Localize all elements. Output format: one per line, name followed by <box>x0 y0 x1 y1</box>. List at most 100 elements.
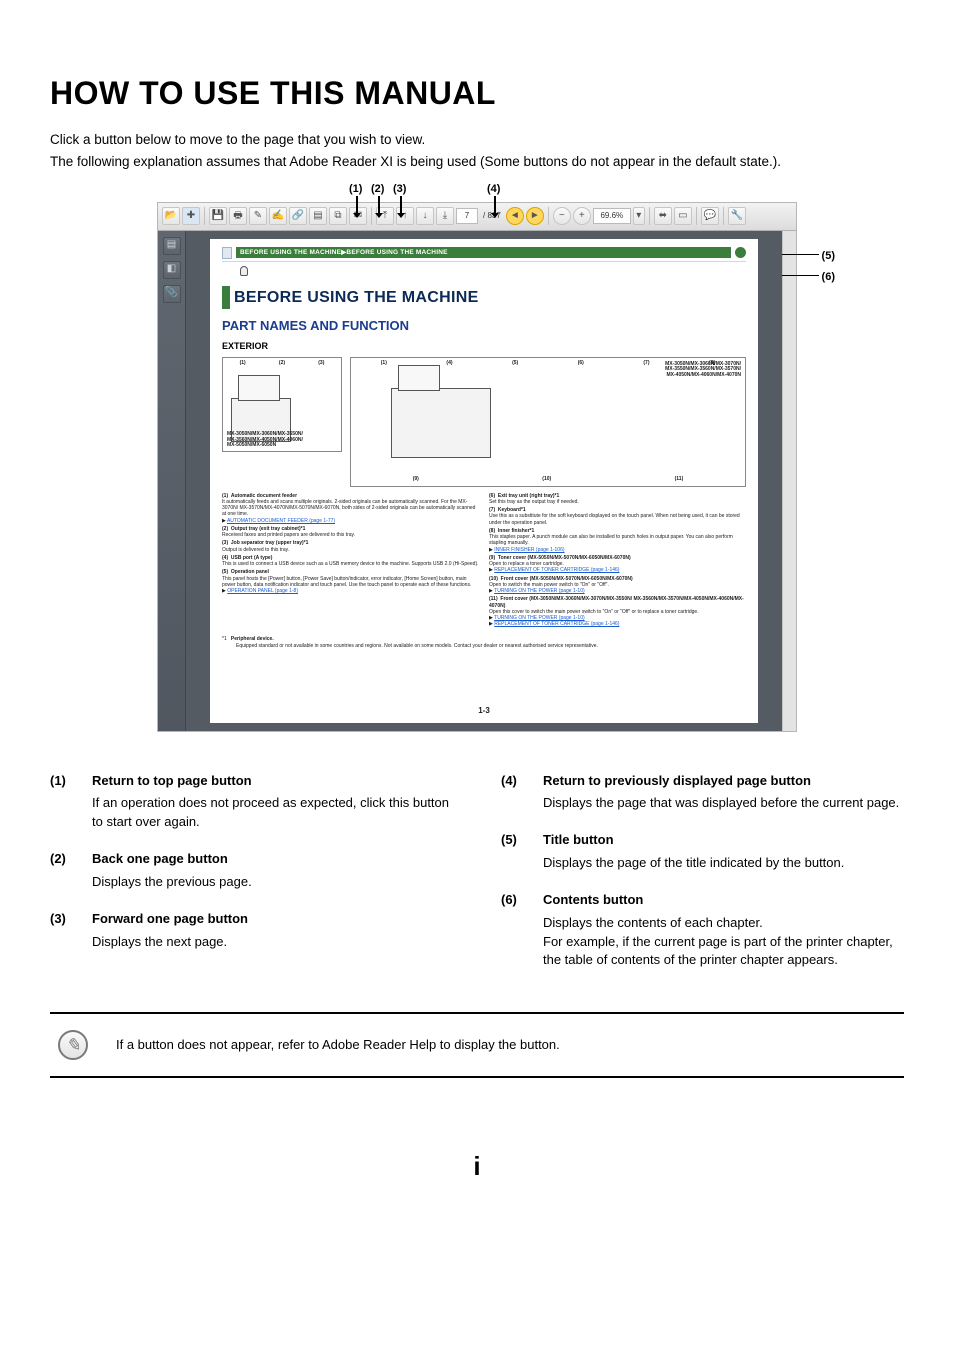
annotate-icon[interactable]: ✎ <box>249 207 267 225</box>
toolbar-separator <box>204 207 205 225</box>
doc-breadcrumb-bar[interactable]: BEFORE USING THE MACHINE▶BEFORE USING TH… <box>236 247 731 258</box>
green-strip-icon <box>222 286 230 309</box>
reader-doc-area: BEFORE USING THE MACHINE▶BEFORE USING TH… <box>186 231 782 731</box>
printer-glyph <box>391 388 491 458</box>
reader-figure: (1) (2) (3) (4) (5) (6) 📂 ✚ 💾 🖶 ✎ ✍ 🔗 ▤ … <box>157 202 797 732</box>
pointer-1 <box>356 196 358 214</box>
explanation-body: Return to previously displayed page butt… <box>543 772 899 814</box>
doc-part-item: (9) Toner cover (MX-5050N/MX-5070N/MX-60… <box>489 555 746 574</box>
next-page-button[interactable]: ↓ <box>416 207 434 225</box>
doc-part-item: (7) Keyboard*1Use this as a substitute f… <box>489 507 746 526</box>
note-box: ✎ If a button does not appear, refer to … <box>50 1012 904 1078</box>
doc-part-item: (3) Job separator tray (upper tray)*1Out… <box>222 540 479 553</box>
explanation-desc: If an operation does not proceed as expe… <box>92 794 453 832</box>
doc-part-item: (4) USB port (A type)This is used to con… <box>222 555 479 568</box>
explanation-item: (3) Forward one page button Displays the n… <box>50 910 453 952</box>
history-back-button[interactable]: ◄ <box>506 207 524 225</box>
reader-scrollbar[interactable] <box>782 231 796 731</box>
thumbnails-icon[interactable]: ▤ <box>163 237 181 255</box>
fit-width-icon[interactable]: ⬌ <box>654 207 672 225</box>
printer-diagram-right: (1)(4)(5)(6)(7)(8) MX-3050N/MX-3060N/MX-… <box>350 357 746 487</box>
explanation-item: (1)Return to top page buttonIf an operat… <box>50 772 453 833</box>
intro-line-2: The following explanation assumes that A… <box>50 152 904 172</box>
footer-page-number: i <box>50 1148 904 1186</box>
last-page-button[interactable]: ⤓ <box>436 207 454 225</box>
contents-button[interactable] <box>735 247 746 258</box>
explanation-title: Title button <box>543 831 844 850</box>
toolbar-separator <box>696 207 697 225</box>
open-icon[interactable]: 📂 <box>162 207 180 225</box>
explanation-number: (6) <box>501 891 525 970</box>
explanation-body: Back one page button Displays the previou… <box>92 850 252 892</box>
explanation-item: (6) Contents button Displays the contents … <box>501 891 904 970</box>
copy-icon[interactable]: ⧉ <box>329 207 347 225</box>
doc-h1-text: BEFORE USING THE MACHINE <box>234 286 479 309</box>
history-fwd-button[interactable]: ► <box>526 207 544 225</box>
explanation-desc: Displays the previous page. <box>92 873 252 892</box>
zoom-dropdown-button[interactable]: ▾ <box>633 207 645 225</box>
doc-part-list: (1) Automatic document feederIt automati… <box>222 493 746 630</box>
pin-icon <box>240 266 248 276</box>
explanation-item: (5)Title buttonDisplays the page of the … <box>501 831 904 873</box>
doc-h1: BEFORE USING THE MACHINE <box>222 286 746 309</box>
save-icon[interactable]: 💾 <box>209 207 227 225</box>
explanation-number: (4) <box>501 772 525 814</box>
footnote-label: Peripheral device. <box>231 636 274 642</box>
explanation-body: Forward one page button Displays the next… <box>92 910 248 952</box>
doc-icon <box>222 247 232 259</box>
intro-text: Click a button below to move to the page… <box>50 130 904 171</box>
zoom-field[interactable]: 69.6% <box>593 208 631 224</box>
note-icon: ✎ <box>58 1030 88 1060</box>
doc-part-list-col2: (6) Exit tray unit (right tray)*1Set thi… <box>489 493 746 630</box>
zoom-in-button[interactable]: + <box>573 207 591 225</box>
doc-part-list-col1: (1) Automatic document feederIt automati… <box>222 493 479 630</box>
page-number-field[interactable]: 7 <box>456 208 478 224</box>
explanation-body: Title button Displays the page of the tit… <box>543 831 844 873</box>
tools-icon[interactable]: 🔧 <box>728 207 746 225</box>
diagram-area: (1)(2)(3) MX-3050N/MX-3060N/MX-3550N/ MX… <box>222 357 746 487</box>
doc-part-item: (1) Automatic document feederIt automati… <box>222 493 479 524</box>
bookmarks-icon[interactable]: ◧ <box>163 261 181 279</box>
explanation-desc: Displays the contents of each chapter.Fo… <box>543 914 904 971</box>
page-icon[interactable]: ▤ <box>309 207 327 225</box>
doc-pagenum: 1-3 <box>210 705 758 717</box>
explanation-number: (1) <box>50 772 74 833</box>
explanation-number: (3) <box>50 910 74 952</box>
toolbar-separator <box>371 207 372 225</box>
attach-icon[interactable]: 🔗 <box>289 207 307 225</box>
explanation-desc: Displays the next page. <box>92 933 248 952</box>
toolbar-separator <box>649 207 650 225</box>
zoom-out-button[interactable]: − <box>553 207 571 225</box>
explanation-title: Contents button <box>543 891 904 910</box>
pointer-3 <box>400 196 402 214</box>
callout-5: (5) <box>822 249 835 265</box>
explanation-title: Back one page button <box>92 850 252 869</box>
callout-6: (6) <box>822 270 835 286</box>
doc-h3: EXTERIOR <box>222 340 746 353</box>
explanation-columns: (1)Return to top page buttonIf an operat… <box>50 772 904 989</box>
printer-diagram-left: (1)(2)(3) MX-3050N/MX-3060N/MX-3550N/ MX… <box>222 357 342 452</box>
doc-breadcrumb: BEFORE USING THE MACHINE▶BEFORE USING TH… <box>222 247 746 262</box>
doc-part-item: (2) Output tray (exit tray cabinet)*1Rec… <box>222 526 479 539</box>
explanation-col-left: (1)Return to top page buttonIf an operat… <box>50 772 453 989</box>
explanation-col-right: (4) Return to previously displayed page b… <box>501 772 904 989</box>
explanation-desc: Displays the page of the title indicated… <box>543 854 844 873</box>
fit-page-icon[interactable]: ▭ <box>674 207 692 225</box>
printer-diagram-right-wrap: (1)(4)(5)(6)(7)(8) MX-3050N/MX-3060N/MX-… <box>350 357 746 487</box>
reader-body: ▤ ◧ 📎 BEFORE USING THE MACHINE▶BEFORE US… <box>158 231 796 731</box>
doc-footnote: *1 Peripheral device. Equipped standard … <box>222 636 746 651</box>
pin-row <box>240 266 746 280</box>
print-icon[interactable]: 🖶 <box>229 207 247 225</box>
doc-h2: PART NAMES AND FUNCTION <box>222 317 746 336</box>
doc-part-item: (10) Front cover (MX-5050N/MX-5070N/MX-6… <box>489 576 746 595</box>
reader-toolbar: 📂 ✚ 💾 🖶 ✎ ✍ 🔗 ▤ ⧉ ✉ ⤒ ↑ ↓ ⤓ 7 / 837 ◄ ► … <box>158 203 796 231</box>
attachments-icon[interactable]: 📎 <box>163 285 181 303</box>
comment-icon[interactable]: 💬 <box>701 207 719 225</box>
explanation-body: Contents button Displays the contents of … <box>543 891 904 970</box>
explanation-title: Forward one page button <box>92 910 248 929</box>
doc-part-item: (6) Exit tray unit (right tray)*1Set thi… <box>489 493 746 506</box>
sign-icon[interactable]: ✍ <box>269 207 287 225</box>
create-icon[interactable]: ✚ <box>182 207 200 225</box>
pointer-4 <box>494 196 496 214</box>
note-text: If a button does not appear, refer to Ad… <box>116 1036 560 1055</box>
